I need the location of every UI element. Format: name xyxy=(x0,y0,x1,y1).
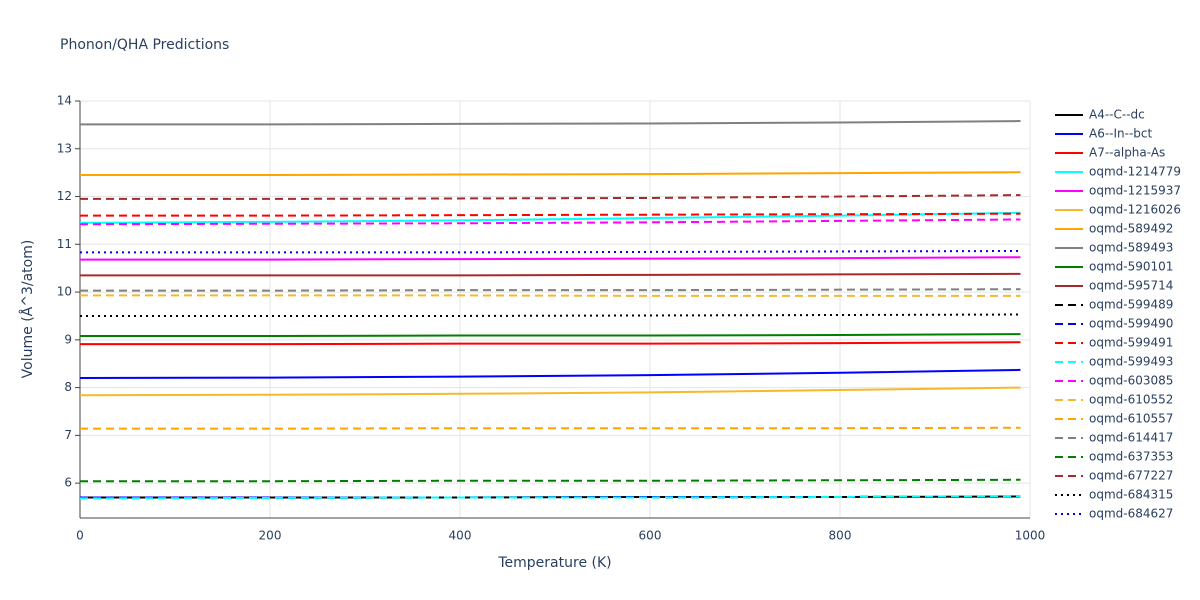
x-tick-label: 0 xyxy=(76,529,84,543)
series-line xyxy=(80,288,1021,292)
y-tick-label: 9 xyxy=(64,332,72,346)
legend-label: A6--In--bct xyxy=(1089,127,1153,141)
x-tick-label: 600 xyxy=(639,529,662,543)
series-line xyxy=(79,386,1021,397)
legend-label: oqmd-614417 xyxy=(1089,431,1173,445)
series-line xyxy=(80,212,1021,217)
x-axis-title: Temperature (K) xyxy=(497,555,611,571)
legend-label: oqmd-589492 xyxy=(1089,222,1173,236)
series-line xyxy=(80,478,1021,483)
y-tick-label: 12 xyxy=(57,189,72,203)
y-tick-label: 14 xyxy=(57,94,72,108)
series-line xyxy=(79,218,1021,226)
legend-label: oqmd-595714 xyxy=(1089,279,1173,293)
y-tick-label: 6 xyxy=(64,476,72,490)
series-line xyxy=(80,256,1021,261)
legend-label: oqmd-1215937 xyxy=(1089,184,1181,198)
x-tick-label: 400 xyxy=(449,529,472,543)
y-tick-label: 13 xyxy=(57,141,72,155)
legend-label: oqmd-610552 xyxy=(1089,393,1173,407)
legend-label: oqmd-677227 xyxy=(1089,469,1173,483)
series-line xyxy=(80,313,1021,317)
legend-label: oqmd-684315 xyxy=(1089,488,1173,502)
legend-label: A4--C--dc xyxy=(1089,108,1145,122)
series-line xyxy=(79,495,1021,500)
legend-label: oqmd-590101 xyxy=(1089,260,1173,274)
series-line xyxy=(80,426,1021,430)
legend-label: oqmd-599493 xyxy=(1089,355,1173,369)
x-tick-label: 1000 xyxy=(1015,529,1046,543)
legend-label: oqmd-599489 xyxy=(1089,298,1173,312)
legend-label: oqmd-684627 xyxy=(1089,507,1173,521)
series-line xyxy=(80,194,1021,200)
series-line xyxy=(80,249,1021,254)
legend-label: oqmd-1214779 xyxy=(1089,165,1181,179)
y-tick-label: 8 xyxy=(64,380,72,394)
legend-label: oqmd-589493 xyxy=(1089,241,1173,255)
y-tick-label: 10 xyxy=(57,285,72,299)
series-line xyxy=(80,341,1021,346)
y-tick-label: 7 xyxy=(64,428,72,442)
series-line xyxy=(79,368,1021,380)
x-tick-label: 800 xyxy=(829,529,852,543)
y-axis-title: Volume (Å^3/atom) xyxy=(19,240,36,379)
series-line xyxy=(80,120,1021,126)
legend-label: oqmd-599490 xyxy=(1089,317,1173,331)
y-tick-label: 11 xyxy=(57,237,72,251)
legend-label: A7--alpha-As xyxy=(1089,146,1165,160)
series-line xyxy=(80,333,1021,338)
legend-label: oqmd-599491 xyxy=(1089,336,1173,350)
series-line xyxy=(80,171,1021,177)
legend-label: oqmd-603085 xyxy=(1089,374,1173,388)
x-tick-label: 200 xyxy=(259,529,282,543)
legend-label: oqmd-610557 xyxy=(1089,412,1173,426)
series-line xyxy=(80,272,1021,277)
chart-title: Phonon/QHA Predictions xyxy=(60,37,229,53)
legend-label: oqmd-637353 xyxy=(1089,450,1173,464)
series-line xyxy=(79,211,1021,224)
legend-label: oqmd-1216026 xyxy=(1089,203,1181,217)
